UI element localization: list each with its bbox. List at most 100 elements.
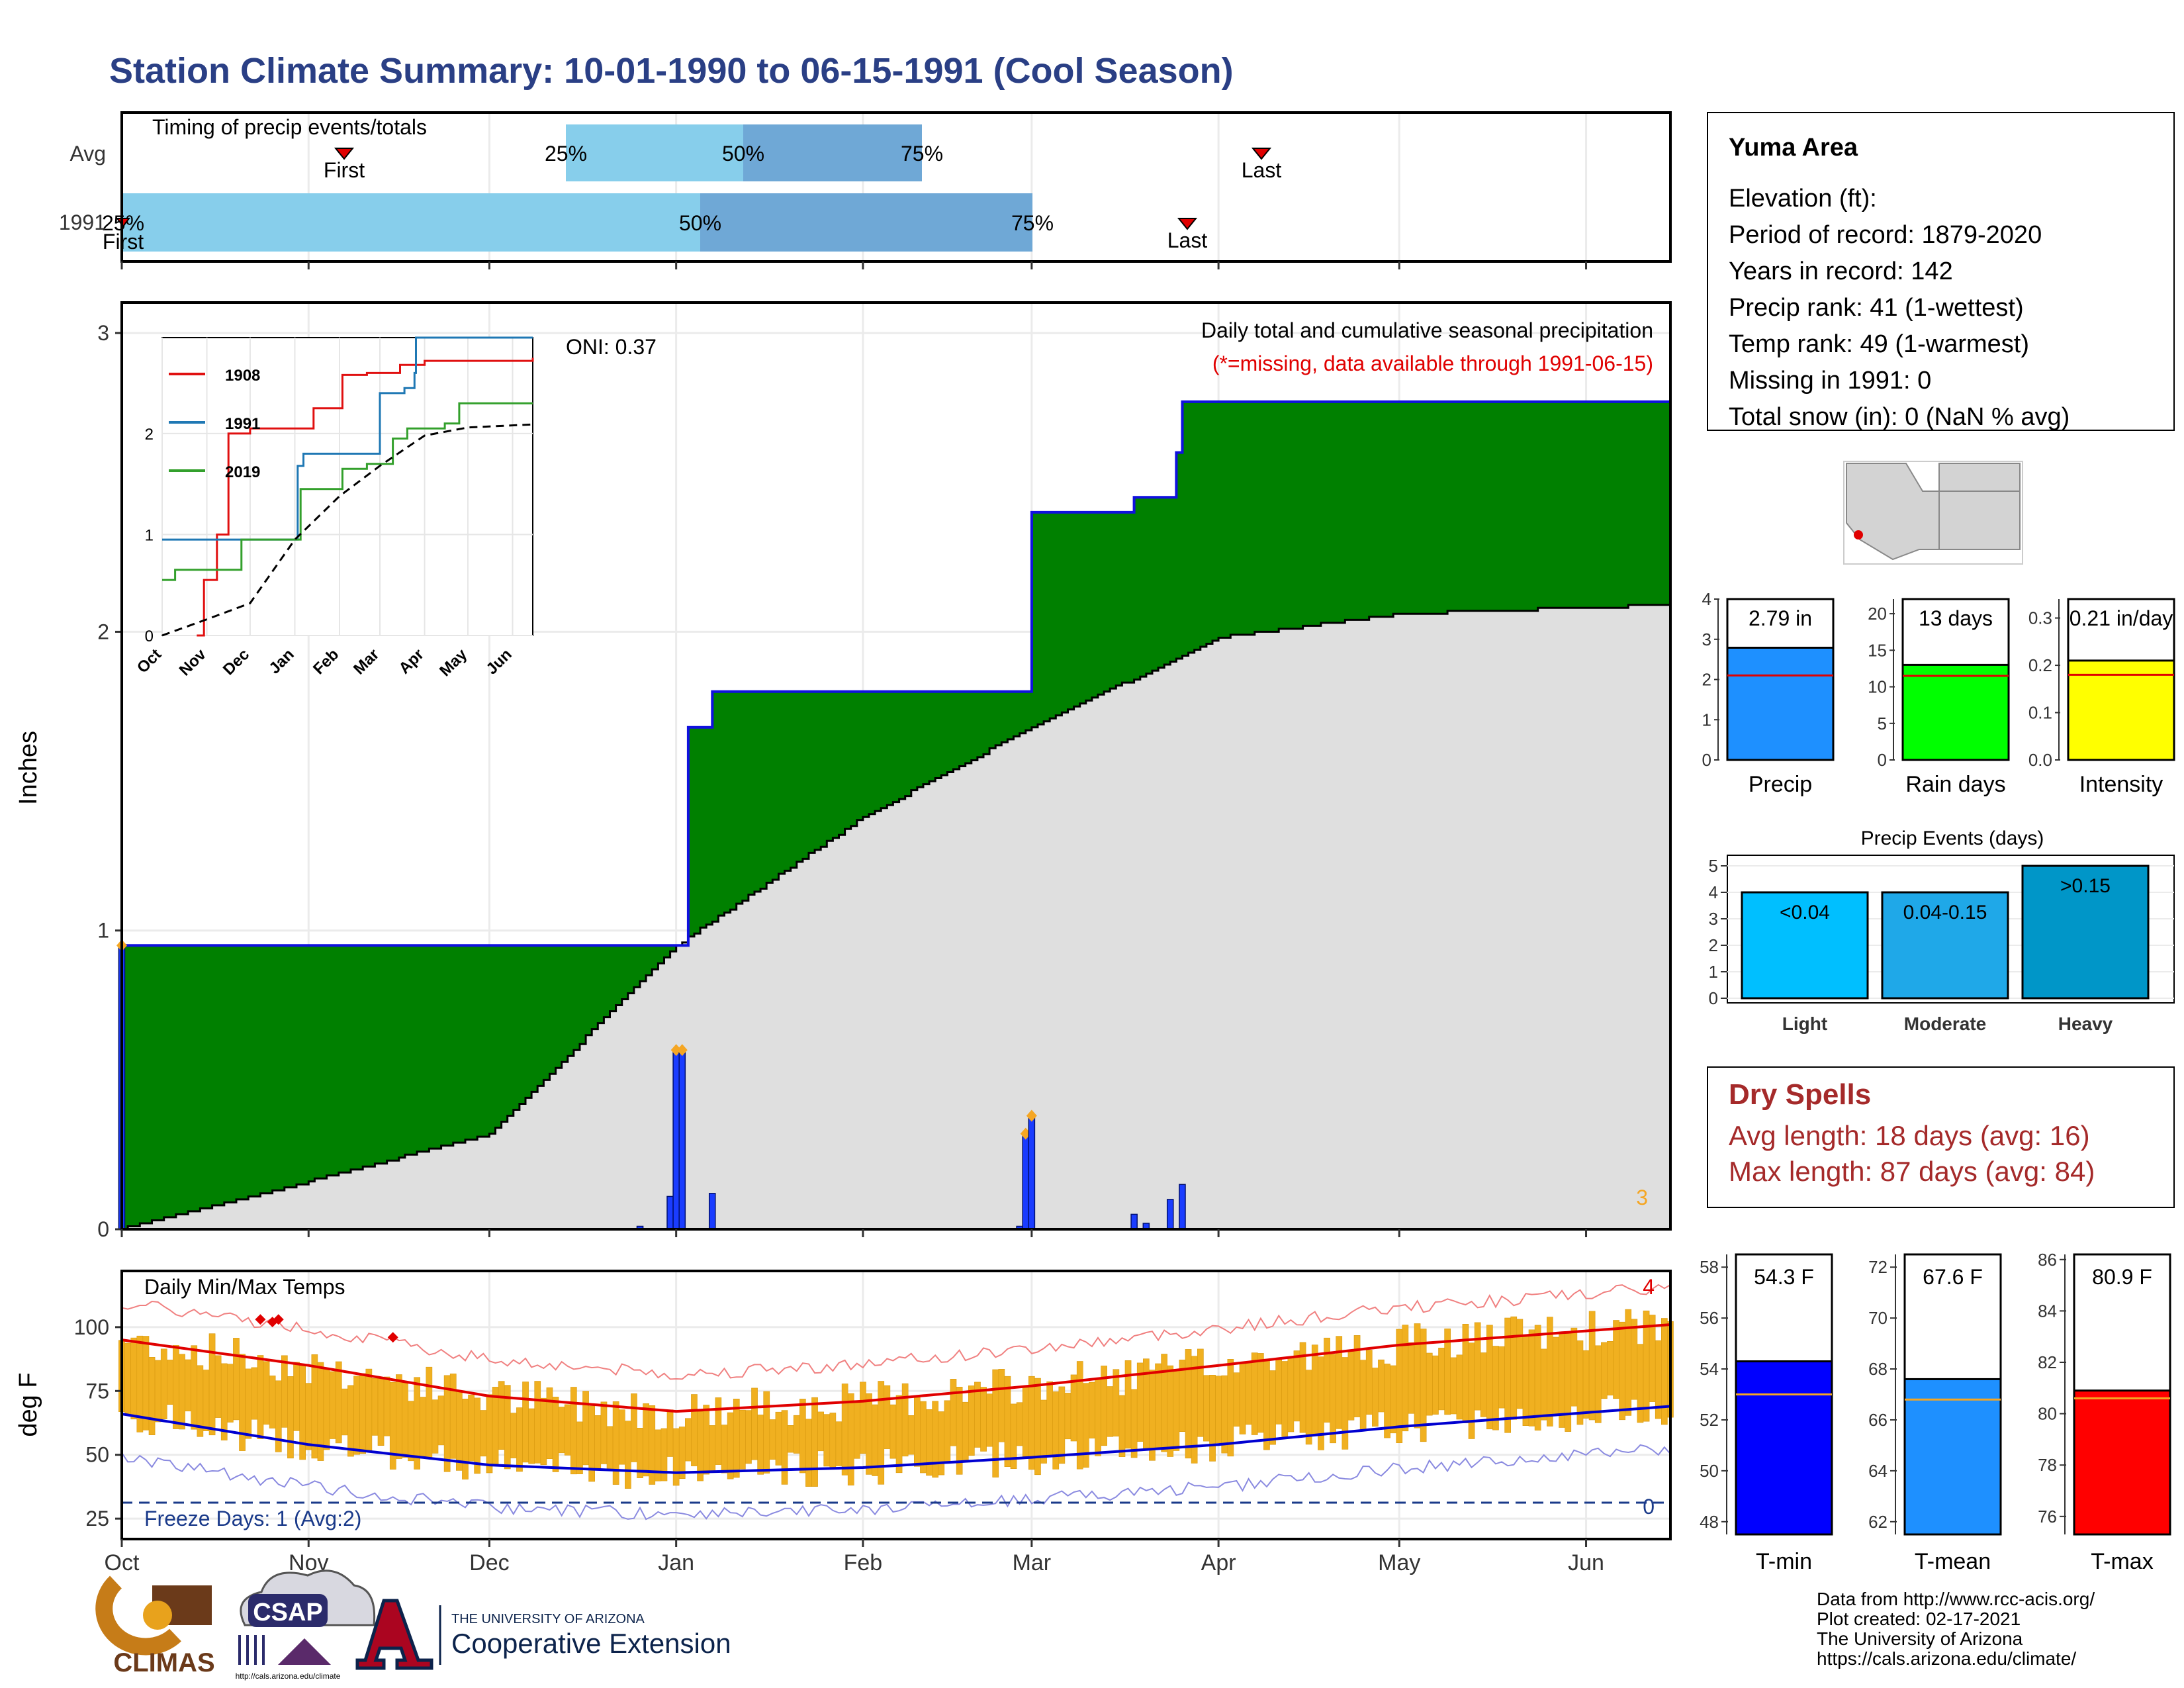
events-bar — [2021, 865, 2150, 1000]
temp-day-bar — [1588, 1311, 1596, 1421]
temp-day-bar — [793, 1415, 800, 1454]
station-name: Yuma Area — [1729, 134, 1858, 162]
events-title: Precip Events (days) — [1861, 827, 2044, 849]
temp-day-bar — [1287, 1358, 1295, 1432]
temp-day-bar — [528, 1408, 535, 1464]
inset-ytick: 1 — [145, 526, 154, 544]
temp-day-bar — [582, 1391, 589, 1466]
temp-day-bar — [1173, 1370, 1180, 1451]
precip-ytick: 2 — [97, 620, 109, 643]
temp-day-bar — [721, 1425, 728, 1474]
temp-day-bar — [685, 1418, 692, 1462]
temp-day-bar — [968, 1385, 975, 1456]
precip-ytick: 1 — [97, 919, 109, 943]
precip-count-label: 3 — [1636, 1186, 1648, 1209]
events-bar — [1881, 891, 2009, 1000]
temp-ytick: 100 — [74, 1315, 109, 1339]
temp-day-bar — [631, 1393, 637, 1462]
station-info-line: Period of record: 1879-2020 — [1729, 221, 2042, 249]
temp-day-bar — [854, 1401, 860, 1459]
precip-ylabel: Inches — [15, 731, 42, 805]
temp-day-bar — [787, 1425, 794, 1453]
footer-line: Data from http://www.rcc-acis.org/ — [1817, 1589, 2095, 1609]
temp-day-bar — [907, 1415, 915, 1455]
inset-legend-1908: 1908 — [225, 367, 260, 385]
temp-day-bar — [263, 1361, 270, 1425]
x-axis-tick: Oct — [105, 1550, 140, 1575]
temp-day-bar — [594, 1415, 602, 1470]
temp-day-bar — [160, 1348, 167, 1420]
temp-day-bar — [781, 1410, 788, 1485]
temp-day-bar — [1534, 1325, 1541, 1431]
temp-day-bar — [823, 1414, 831, 1467]
temp-day-bar — [1426, 1352, 1433, 1416]
temp-day-bar — [697, 1411, 704, 1481]
temp-day-bar — [1601, 1342, 1608, 1399]
timing-label: Timing of precip events/totals — [152, 115, 427, 139]
temp-day-bar — [480, 1410, 487, 1457]
page-title: Station Climate Summary: 10-01-1990 to 0… — [109, 51, 1234, 91]
temp-day-bar — [1661, 1318, 1668, 1425]
temp-day-bar — [727, 1412, 734, 1479]
avg-first-label: First — [324, 158, 365, 182]
temp-day-bar — [745, 1410, 752, 1464]
temp-day-bar — [1582, 1350, 1590, 1419]
temp-day-bar — [1167, 1365, 1174, 1457]
logo-climas: CLIMAS — [95, 1575, 215, 1677]
events-ytick: 2 — [1709, 935, 1718, 955]
events-bar — [1741, 891, 1869, 1000]
temp-day-bar — [980, 1387, 987, 1452]
x-axis-tick: Jun — [1568, 1550, 1604, 1575]
temp-day-bar — [1336, 1336, 1343, 1429]
temp-day-bar — [389, 1382, 396, 1470]
temp-day-bar — [191, 1345, 198, 1430]
temp-day-bar — [835, 1421, 842, 1466]
temp-day-bar — [986, 1393, 993, 1447]
temp-summary-ytick: 80 — [2038, 1404, 2057, 1424]
yr-last-marker-icon — [1177, 218, 1198, 230]
temp-day-bar — [462, 1399, 469, 1479]
events-ytick: 0 — [1709, 988, 1718, 1008]
summary-label: Intensity — [2079, 772, 2163, 797]
temp-day-bar — [353, 1376, 360, 1455]
temp-day-bar — [293, 1362, 300, 1431]
temp-summary-ytick: 58 — [1700, 1257, 1719, 1277]
temp-day-bar — [239, 1354, 246, 1451]
climas-text: CLIMAS — [113, 1648, 214, 1677]
temp-day-bar — [299, 1364, 306, 1460]
temp-day-bar — [516, 1407, 523, 1472]
temp-day-bar — [558, 1407, 565, 1454]
temp-day-bar — [1522, 1335, 1529, 1426]
cumulative-avg-area — [122, 604, 1670, 1229]
summary-label: Rain days — [1905, 772, 2005, 797]
temp-day-bar — [1450, 1357, 1457, 1415]
daily-max-marker-icon — [676, 1044, 688, 1056]
temp-day-bar — [534, 1381, 541, 1464]
temp-day-bar — [233, 1338, 240, 1421]
inset-ytick: 2 — [145, 426, 154, 444]
temp-day-bar — [878, 1381, 885, 1485]
events-bar-text: 0.04-0.15 — [1903, 902, 1987, 923]
events-bar-label: Heavy — [2058, 1013, 2113, 1034]
footer-line: The University of Arizona — [1817, 1628, 2023, 1649]
temp-day-bar — [570, 1387, 577, 1475]
temp-day-bar — [1233, 1372, 1240, 1427]
temp-day-bar — [901, 1383, 909, 1457]
temp-day-bar — [612, 1401, 619, 1485]
inset-legend-2019: 2019 — [225, 463, 260, 481]
temp-day-bar — [799, 1399, 806, 1474]
summary-bar-precip — [1726, 647, 1835, 761]
temp-day-bar — [1022, 1387, 1029, 1457]
temp-day-bar — [1311, 1344, 1318, 1436]
temp-day-bar — [666, 1409, 674, 1457]
x-axis-tick: Feb — [844, 1550, 883, 1575]
min-record-count: 0 — [1643, 1495, 1655, 1519]
summary-ytick: 0 — [1878, 750, 1887, 770]
footer-line: Plot created: 02-17-2021 — [1817, 1609, 2021, 1629]
temp-day-bar — [1016, 1402, 1023, 1446]
summary-label: Precip — [1749, 772, 1812, 797]
temp-day-bar — [1607, 1341, 1614, 1396]
temp-day-bar — [455, 1391, 463, 1471]
oni-label: ONI: 0.37 — [566, 335, 657, 359]
